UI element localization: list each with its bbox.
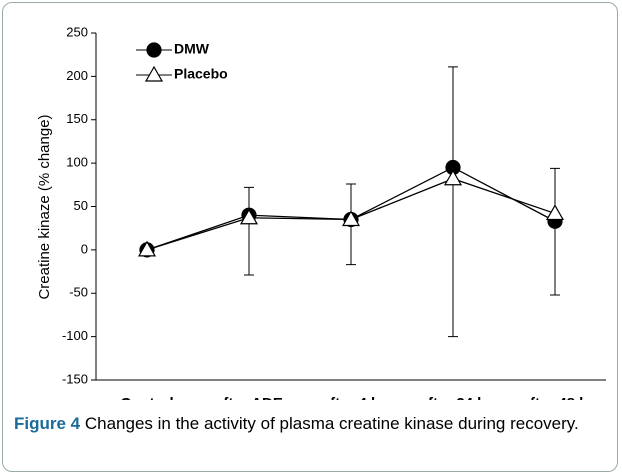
error-bar xyxy=(448,66,458,168)
frame xyxy=(2,2,618,472)
y-tick-label: 150 xyxy=(66,111,88,126)
chart: Creatine kinaze (% change) -150 -100 -50 0 5… xyxy=(36,24,606,400)
y-tick-label: -150 xyxy=(62,371,88,386)
x-tick-label: after 48 h xyxy=(522,395,589,400)
caption-label: Figure 4 xyxy=(14,414,81,433)
marker xyxy=(341,210,361,227)
legend-marker xyxy=(146,42,162,58)
marker xyxy=(443,169,463,186)
y-axis-title: Creatine kinaze (% change) xyxy=(36,114,53,299)
y-tick-label: -100 xyxy=(62,328,88,343)
legend-label: DMW xyxy=(174,41,210,57)
y-tick-label: 50 xyxy=(74,198,88,213)
x-tick-label: after 4 h xyxy=(322,395,380,400)
marker xyxy=(137,240,157,257)
marker xyxy=(545,204,565,221)
marker xyxy=(239,208,259,225)
y-tick-label: 200 xyxy=(66,68,88,83)
y-tick-label: -50 xyxy=(69,285,88,300)
y-tick-label: 100 xyxy=(66,155,88,170)
legend-marker xyxy=(144,65,164,82)
error-bar xyxy=(448,178,458,338)
caption-text: Changes in the activity of plasma creati… xyxy=(84,414,579,433)
x-tick-label: after 24 h xyxy=(420,395,487,400)
y-tick-label: 250 xyxy=(66,24,88,39)
y-tick-label: 0 xyxy=(81,241,88,256)
legend-label: Placebo xyxy=(174,66,228,82)
caption: Figure 4 Changes in the activity of plas… xyxy=(14,412,604,435)
x-tick-label: Control xyxy=(120,395,173,400)
error-bar xyxy=(244,217,254,276)
x-tick-label: after ADE xyxy=(215,395,283,400)
